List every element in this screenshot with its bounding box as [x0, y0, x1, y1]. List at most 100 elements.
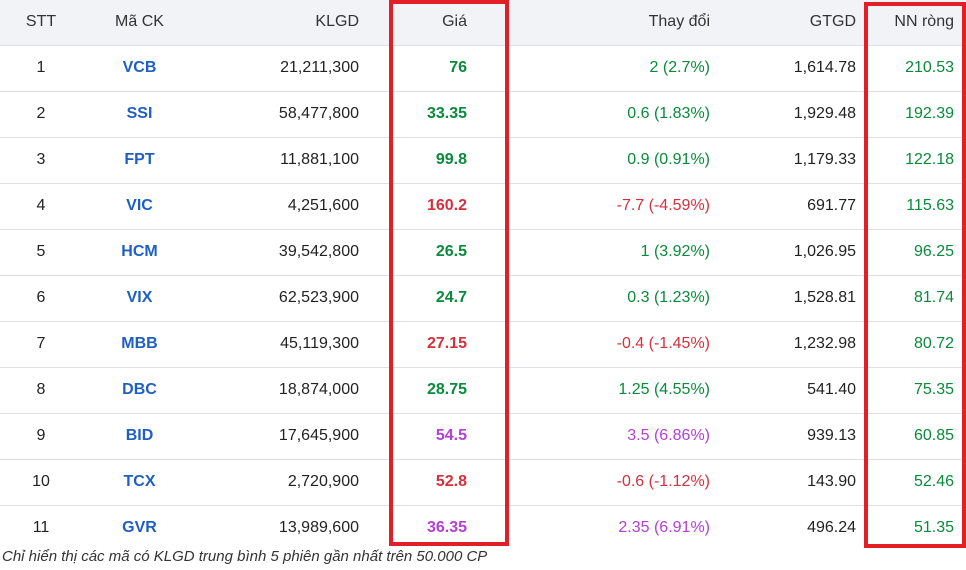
cell-volume: 62,523,900: [278, 289, 359, 306]
cell-change: 2.35 (6.91%): [618, 519, 710, 537]
cell-value: 939.13: [807, 427, 856, 444]
cell-stock-code[interactable]: HCM: [121, 243, 158, 260]
cell-price: 36.35: [426, 519, 467, 537]
cell-stock-code[interactable]: DBC: [122, 381, 157, 398]
stock-table: STT Mã CK KLGD Giá Thay đổi GTGD NN ròng…: [0, 0, 966, 551]
cell-foreign-net: 80.72: [913, 335, 954, 352]
cell-price: 54.5: [435, 427, 467, 444]
cell-value: 1,179.33: [793, 151, 856, 168]
table-row[interactable]: 10 TCX 2,720,900 52.8 -0.6 (-1.12%) 143.90 52.…: [0, 459, 966, 505]
cell-stt: 2: [36, 105, 46, 122]
cell-foreign-net: 192.39: [905, 105, 954, 122]
cell-value: 691.77: [807, 197, 856, 214]
header-price[interactable]: Giá: [442, 13, 467, 31]
cell-foreign-net: 115.63: [906, 197, 954, 214]
header-volume[interactable]: KLGD: [315, 13, 359, 31]
cell-value: 1,929.48: [793, 105, 856, 122]
cell-stock-code[interactable]: SSI: [126, 105, 153, 122]
table-row[interactable]: 9 BID 17,645,900 54.5 3.5 (6.86%) 939.13 60.85: [0, 413, 966, 459]
cell-value: 1,614.78: [793, 59, 856, 76]
header-value[interactable]: GTGD: [809, 13, 856, 31]
cell-value: 541.40: [807, 381, 856, 398]
cell-foreign-net: 122.18: [905, 151, 954, 168]
cell-price: 33.35: [426, 105, 467, 122]
cell-stt: 7: [36, 335, 46, 352]
cell-stt: 6: [36, 289, 46, 306]
header-stt[interactable]: STT: [25, 13, 57, 31]
cell-foreign-net: 81.74: [913, 289, 954, 306]
table-row[interactable]: 3 FPT 11,881,100 99.8 0.9 (0.91%) 1,179.33 122…: [0, 137, 966, 183]
cell-volume: 45,119,300: [280, 335, 359, 352]
table-row[interactable]: 4 VIC 4,251,600 160.2 -7.7 (-4.59%) 691.77 115…: [0, 183, 966, 229]
table-header: STT Mã CK KLGD Giá Thay đổi GTGD NN ròng: [0, 0, 966, 45]
cell-price: 52.8: [435, 473, 467, 490]
cell-change: 0.9 (0.91%): [627, 151, 710, 168]
cell-change: 1 (3.92%): [640, 243, 710, 260]
cell-stock-code[interactable]: MBB: [121, 335, 158, 352]
cell-volume: 4,251,600: [287, 197, 359, 214]
cell-change: 3.5 (6.86%): [627, 427, 710, 444]
cell-price: 76: [449, 59, 467, 76]
cell-price: 27.15: [426, 335, 467, 352]
cell-stt: 10: [32, 473, 50, 490]
cell-volume: 13,989,600: [278, 519, 359, 537]
cell-change: -0.6 (-1.12%): [616, 473, 710, 490]
header-foreign-net[interactable]: NN ròng: [894, 13, 954, 31]
cell-change: 0.3 (1.23%): [627, 289, 710, 306]
cell-stock-code[interactable]: GVR: [122, 519, 157, 537]
cell-volume: 18,874,000: [278, 381, 359, 398]
cell-stt: 8: [36, 381, 46, 398]
header-code[interactable]: Mã CK: [115, 13, 164, 31]
cell-price: 160.2: [426, 197, 467, 214]
table-row[interactable]: 8 DBC 18,874,000 28.75 1.25 (4.55%) 541.40 75.…: [0, 367, 966, 413]
cell-foreign-net: 51.35: [913, 519, 954, 537]
cell-volume: 2,720,900: [287, 473, 359, 490]
header-row: STT Mã CK KLGD Giá Thay đổi GTGD NN ròng: [0, 0, 966, 45]
cell-stock-code[interactable]: VIX: [126, 289, 153, 306]
cell-change: 0.6 (1.83%): [627, 105, 710, 122]
cell-stock-code[interactable]: VIC: [126, 197, 153, 214]
cell-change: -7.7 (-4.59%): [616, 197, 710, 214]
cell-price: 26.5: [435, 243, 467, 260]
cell-foreign-net: 60.85: [913, 427, 954, 444]
cell-value: 1,528.81: [793, 289, 856, 306]
cell-stock-code[interactable]: FPT: [124, 151, 155, 168]
cell-foreign-net: 75.35: [913, 381, 954, 398]
cell-volume: 11,881,100: [280, 151, 359, 168]
cell-stt: 11: [32, 519, 50, 537]
cell-volume: 21,211,300: [280, 59, 359, 76]
cell-stt: 3: [36, 151, 46, 168]
cell-stt: 9: [36, 427, 46, 444]
cell-value: 1,232.98: [793, 335, 856, 352]
cell-stt: 4: [36, 197, 46, 214]
cell-price: 24.7: [435, 289, 467, 306]
cell-stock-code[interactable]: TCX: [123, 473, 156, 490]
cell-value: 1,026.95: [793, 243, 856, 260]
cell-value: 143.90: [807, 473, 856, 490]
footnote: Chỉ hiển thị các mã có KLGD trung bình 5…: [2, 548, 488, 565]
table-body: 1 VCB 21,211,300 76 2 (2.7%) 1,614.78 210.53 2 S…: [0, 45, 966, 551]
cell-price: 28.75: [426, 381, 467, 398]
header-change[interactable]: Thay đổi: [648, 13, 710, 31]
table-row[interactable]: 6 VIX 62,523,900 24.7 0.3 (1.23%) 1,528.81 81.…: [0, 275, 966, 321]
table-row[interactable]: 7 MBB 45,119,300 27.15 -0.4 (-1.45%) 1,232.98…: [0, 321, 966, 367]
cell-stt: 1: [36, 59, 46, 76]
cell-foreign-net: 52.46: [913, 473, 954, 490]
cell-volume: 58,477,800: [278, 105, 359, 122]
cell-stock-code[interactable]: VCB: [122, 59, 157, 76]
table-row[interactable]: 11 GVR 13,989,600 36.35 2.35 (6.91%) 496.24 51…: [0, 505, 966, 551]
cell-value: 496.24: [807, 519, 856, 537]
cell-foreign-net: 96.25: [913, 243, 954, 260]
cell-price: 99.8: [435, 151, 467, 168]
cell-stock-code[interactable]: BID: [125, 427, 154, 444]
table-row[interactable]: 1 VCB 21,211,300 76 2 (2.7%) 1,614.78 210.53: [0, 45, 966, 91]
cell-foreign-net: 210.53: [905, 59, 954, 76]
cell-volume: 39,542,800: [278, 243, 359, 260]
cell-change: -0.4 (-1.45%): [616, 335, 710, 352]
cell-volume: 17,645,900: [278, 427, 359, 444]
cell-stt: 5: [36, 243, 46, 260]
cell-change: 2 (2.7%): [649, 59, 710, 76]
cell-change: 1.25 (4.55%): [618, 381, 710, 398]
table-row[interactable]: 5 HCM 39,542,800 26.5 1 (3.92%) 1,026.95 96.25: [0, 229, 966, 275]
table-row[interactable]: 2 SSI 58,477,800 33.35 0.6 (1.83%) 1,929.48 19…: [0, 91, 966, 137]
